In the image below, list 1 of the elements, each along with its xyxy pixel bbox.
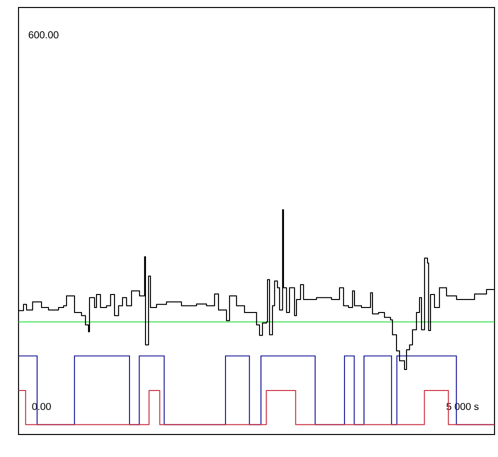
text: 600.00 [28,31,58,38]
